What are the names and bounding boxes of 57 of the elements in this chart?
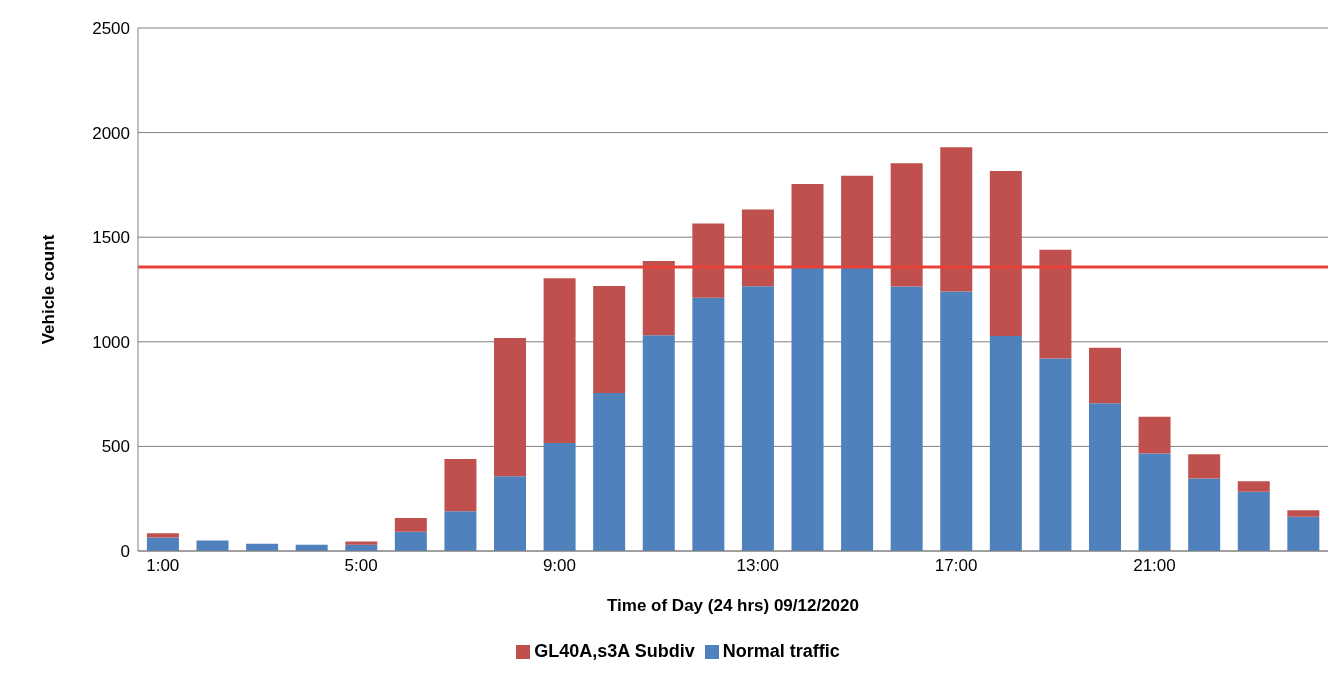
bar bbox=[146, 533, 179, 538]
y-tick-label: 500 bbox=[101, 437, 130, 457]
bar bbox=[890, 163, 923, 287]
bar bbox=[146, 537, 179, 551]
bar bbox=[593, 393, 626, 551]
bar bbox=[940, 291, 973, 551]
y-tick-label: 2000 bbox=[92, 123, 130, 143]
bar bbox=[841, 267, 874, 551]
x-tick-label: 5:00 bbox=[344, 556, 378, 576]
bar bbox=[1089, 347, 1122, 404]
y-axis-title: Vehicle count bbox=[39, 234, 59, 345]
bar bbox=[444, 511, 477, 551]
bar bbox=[940, 147, 973, 292]
bar bbox=[890, 286, 923, 551]
bar bbox=[692, 223, 725, 298]
bar bbox=[1039, 249, 1072, 359]
bar bbox=[394, 531, 427, 551]
x-axis-title: Time of Day (24 hrs) 09/12/2020 bbox=[607, 596, 859, 615]
bar bbox=[494, 476, 527, 551]
y-tick-label: 0 bbox=[120, 542, 130, 562]
bar bbox=[1237, 481, 1270, 492]
bar bbox=[593, 285, 626, 394]
bar bbox=[543, 278, 576, 444]
bar bbox=[345, 541, 378, 545]
x-tick-label: 13:00 bbox=[736, 556, 780, 576]
bar bbox=[642, 335, 675, 551]
y-tick-label: 1500 bbox=[92, 228, 130, 248]
bar bbox=[741, 286, 774, 551]
bar bbox=[1138, 416, 1171, 454]
x-tick-label: 9:00 bbox=[542, 556, 577, 576]
bar bbox=[444, 458, 477, 512]
bar bbox=[494, 338, 527, 477]
bar bbox=[1039, 358, 1072, 551]
bar bbox=[394, 517, 427, 532]
bar bbox=[1138, 453, 1171, 551]
bar bbox=[1188, 454, 1221, 479]
legend-label: Normal traffic bbox=[722, 641, 840, 661]
y-tick-label: 2500 bbox=[92, 19, 130, 39]
x-tick-label: 1:00 bbox=[146, 556, 180, 576]
bar bbox=[1089, 403, 1122, 551]
x-tick-label: 17:00 bbox=[934, 556, 978, 576]
x-tick-label: 21:00 bbox=[1133, 556, 1176, 576]
bar bbox=[1287, 510, 1320, 517]
bar bbox=[642, 261, 675, 336]
y-tick-label: 1000 bbox=[92, 332, 130, 352]
bar bbox=[543, 443, 576, 551]
bar bbox=[989, 335, 1022, 551]
bar bbox=[841, 175, 874, 268]
bar bbox=[791, 267, 824, 551]
legend-label: GL40A,s3A Subdiv bbox=[534, 641, 695, 661]
bar bbox=[791, 184, 824, 268]
bar bbox=[692, 297, 725, 551]
bar bbox=[989, 170, 1022, 336]
bar bbox=[1287, 516, 1320, 551]
bar bbox=[741, 209, 774, 287]
bar bbox=[1188, 478, 1221, 551]
bar bbox=[1237, 491, 1270, 551]
